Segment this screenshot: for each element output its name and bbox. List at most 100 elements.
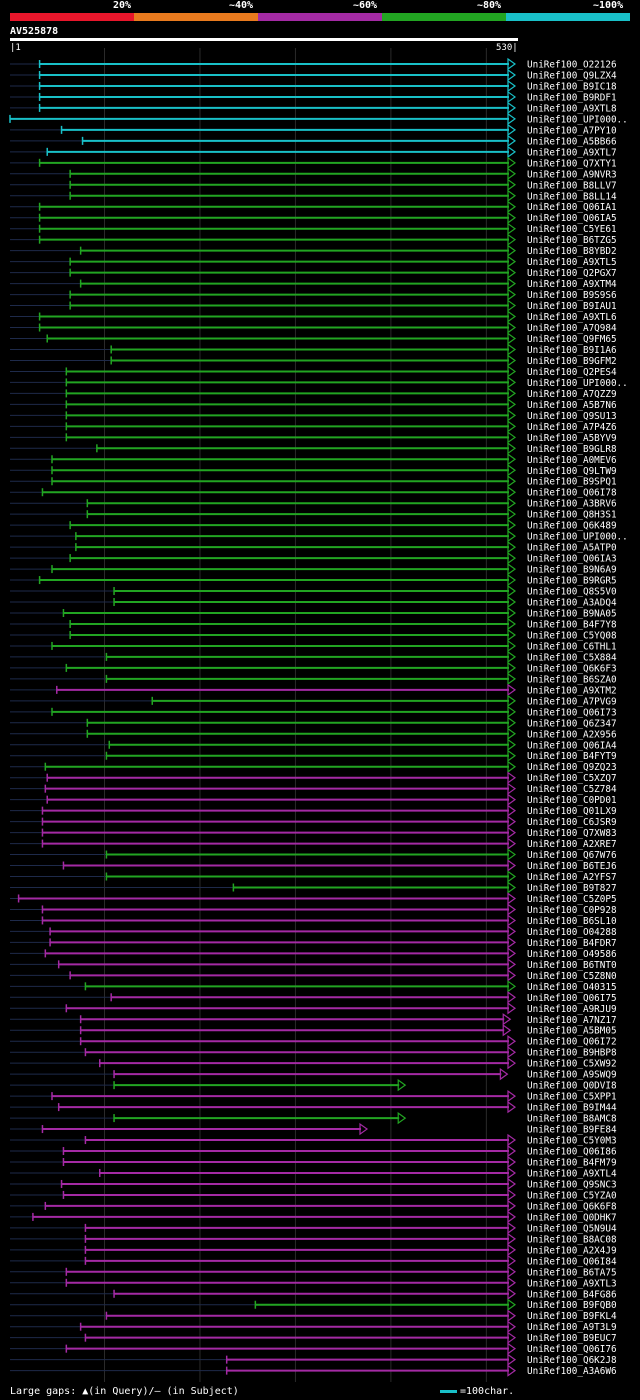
hit-label: UniRef100_Q6K2J8 xyxy=(527,1355,617,1366)
hit-label: UniRef100_Q06I72 xyxy=(527,1037,617,1048)
hit-arrow xyxy=(507,815,517,828)
hit-arrow xyxy=(507,431,517,444)
hit-label: UniRef100_C5XW92 xyxy=(527,1059,617,1070)
hit-label: UniRef100_Q06I76 xyxy=(527,1344,617,1355)
hit-arrow xyxy=(507,859,517,872)
hit-arrow xyxy=(507,1199,517,1213)
hit-arrow xyxy=(397,1111,407,1125)
hit-label: UniRef100_B4FM79 xyxy=(527,1158,617,1169)
hit-label: UniRef100_UPI000.. xyxy=(527,532,628,543)
hit-arrow xyxy=(507,881,517,894)
hit-label: UniRef100_B8LLV7 xyxy=(527,180,617,191)
hit-arrow xyxy=(507,145,517,159)
hit-label: UniRef100_Q9LZX4 xyxy=(527,70,617,81)
hit-label: UniRef100_Q67W76 xyxy=(527,850,617,861)
hit-label: UniRef100_B8AC08 xyxy=(527,1234,617,1245)
hit-label: UniRef100_B9T827 xyxy=(527,883,617,894)
hit-arrow xyxy=(507,464,517,477)
hit-label: UniRef100_B9EUC7 xyxy=(527,1333,617,1344)
hit-arrow xyxy=(507,222,517,235)
hit-label: UniRef100_A2X4J9 xyxy=(527,1245,617,1256)
hit-arrow xyxy=(507,1320,517,1333)
hit-arrow xyxy=(507,903,517,916)
hit-arrow xyxy=(507,716,517,729)
hit-arrow xyxy=(507,793,517,806)
legend-label-20: 20% xyxy=(113,0,132,11)
hit-arrow xyxy=(507,1166,517,1180)
hit-arrow xyxy=(507,167,517,180)
hit-arrow xyxy=(507,1133,517,1147)
hit-label: UniRef100_B6TZG5 xyxy=(527,235,617,246)
scale-text: =100char. xyxy=(460,1386,515,1397)
hit-arrow xyxy=(502,1013,512,1026)
hit-arrow xyxy=(499,1067,509,1081)
hit-arrow xyxy=(507,112,517,126)
hit-label: UniRef100_A9XTL3 xyxy=(527,1278,617,1289)
hit-arrow xyxy=(507,156,517,169)
hit-label: UniRef100_Q01LX9 xyxy=(527,806,617,817)
hit-label: UniRef100_Q9SU13 xyxy=(527,411,617,422)
hit-label: UniRef100_A7Q984 xyxy=(527,323,617,334)
hit-arrow xyxy=(507,958,517,971)
hit-label: UniRef100_Q06IA1 xyxy=(527,202,617,213)
hit-arrow xyxy=(507,969,517,982)
hit-label: UniRef100_B4FYT9 xyxy=(527,751,617,762)
hit-arrow xyxy=(507,508,517,521)
hit-label: UniRef100_C6THL1 xyxy=(527,641,617,652)
hit-arrow xyxy=(507,738,517,751)
footer-scale-legend: =100char. xyxy=(440,1386,514,1397)
hit-label: UniRef100_A5B7N6 xyxy=(527,400,617,411)
hit-label: UniRef100_A7PY10 xyxy=(527,125,617,136)
hit-label: UniRef100_A5BYV9 xyxy=(527,433,617,444)
hit-label: UniRef100_A9XTL5 xyxy=(527,257,617,268)
hit-label: UniRef100_UPI000.. xyxy=(527,114,628,125)
hit-arrow xyxy=(507,365,517,378)
hit-label: UniRef100_B8YBD2 xyxy=(527,246,617,257)
hit-arrow xyxy=(507,1254,517,1267)
hit-label: UniRef100_A9T3L9 xyxy=(527,1322,617,1333)
hit-arrow xyxy=(507,1287,517,1300)
hit-label: UniRef100_B8AMC8 xyxy=(527,1114,617,1125)
hit-arrow xyxy=(507,475,517,488)
hit-label: UniRef100_Q6K489 xyxy=(527,521,617,532)
hit-label: UniRef100_B9IC18 xyxy=(527,81,617,92)
hit-arrow xyxy=(507,387,517,400)
hit-label: UniRef100_Q06IA3 xyxy=(527,554,617,565)
hit-arrow xyxy=(507,1188,517,1202)
hit-arrow xyxy=(507,936,517,949)
legend-swatch-20 xyxy=(10,13,134,21)
hit-label: UniRef100_Q9ZQ23 xyxy=(527,762,617,773)
legend-swatch-100 xyxy=(506,13,630,21)
hit-label: UniRef100_Q06IA4 xyxy=(527,740,617,751)
hit-label: UniRef100_B6SZA0 xyxy=(527,674,617,685)
hit-label: UniRef100_C5Z0P5 xyxy=(527,894,617,905)
hit-label: UniRef100_B9NA05 xyxy=(527,609,617,620)
query-end-label: 530| xyxy=(496,43,518,53)
legend-label-80: ~80% xyxy=(477,0,502,11)
hit-arrow xyxy=(507,628,517,642)
hit-arrow xyxy=(507,925,517,938)
hit-arrow xyxy=(507,892,517,905)
hit-arrow xyxy=(507,1057,517,1070)
hit-arrow xyxy=(507,1210,517,1224)
hit-arrow xyxy=(507,1265,517,1278)
hit-arrow xyxy=(507,134,517,148)
hit-arrow xyxy=(507,101,517,115)
hit-arrow xyxy=(397,1078,407,1092)
hit-label: UniRef100_A9XTM2 xyxy=(527,685,617,696)
hit-arrow xyxy=(507,529,517,543)
hit-label: UniRef100_B6TEJ6 xyxy=(527,861,617,872)
hit-label: UniRef100_C0PD01 xyxy=(527,795,617,806)
hit-arrow xyxy=(507,683,517,697)
hit-arrow xyxy=(507,200,517,213)
hit-arrow xyxy=(507,991,517,1004)
hit-arrow xyxy=(507,1342,517,1355)
hit-arrow xyxy=(507,398,517,411)
hit-label: UniRef100_A9SWQ9 xyxy=(527,1070,617,1081)
hit-label: UniRef100_C5YQ08 xyxy=(527,630,617,641)
hit-arrow xyxy=(507,453,517,466)
hit-label: UniRef100_B9S9S6 xyxy=(527,290,617,301)
legend-swatch-40 xyxy=(134,13,258,21)
hit-arrow xyxy=(507,540,517,554)
